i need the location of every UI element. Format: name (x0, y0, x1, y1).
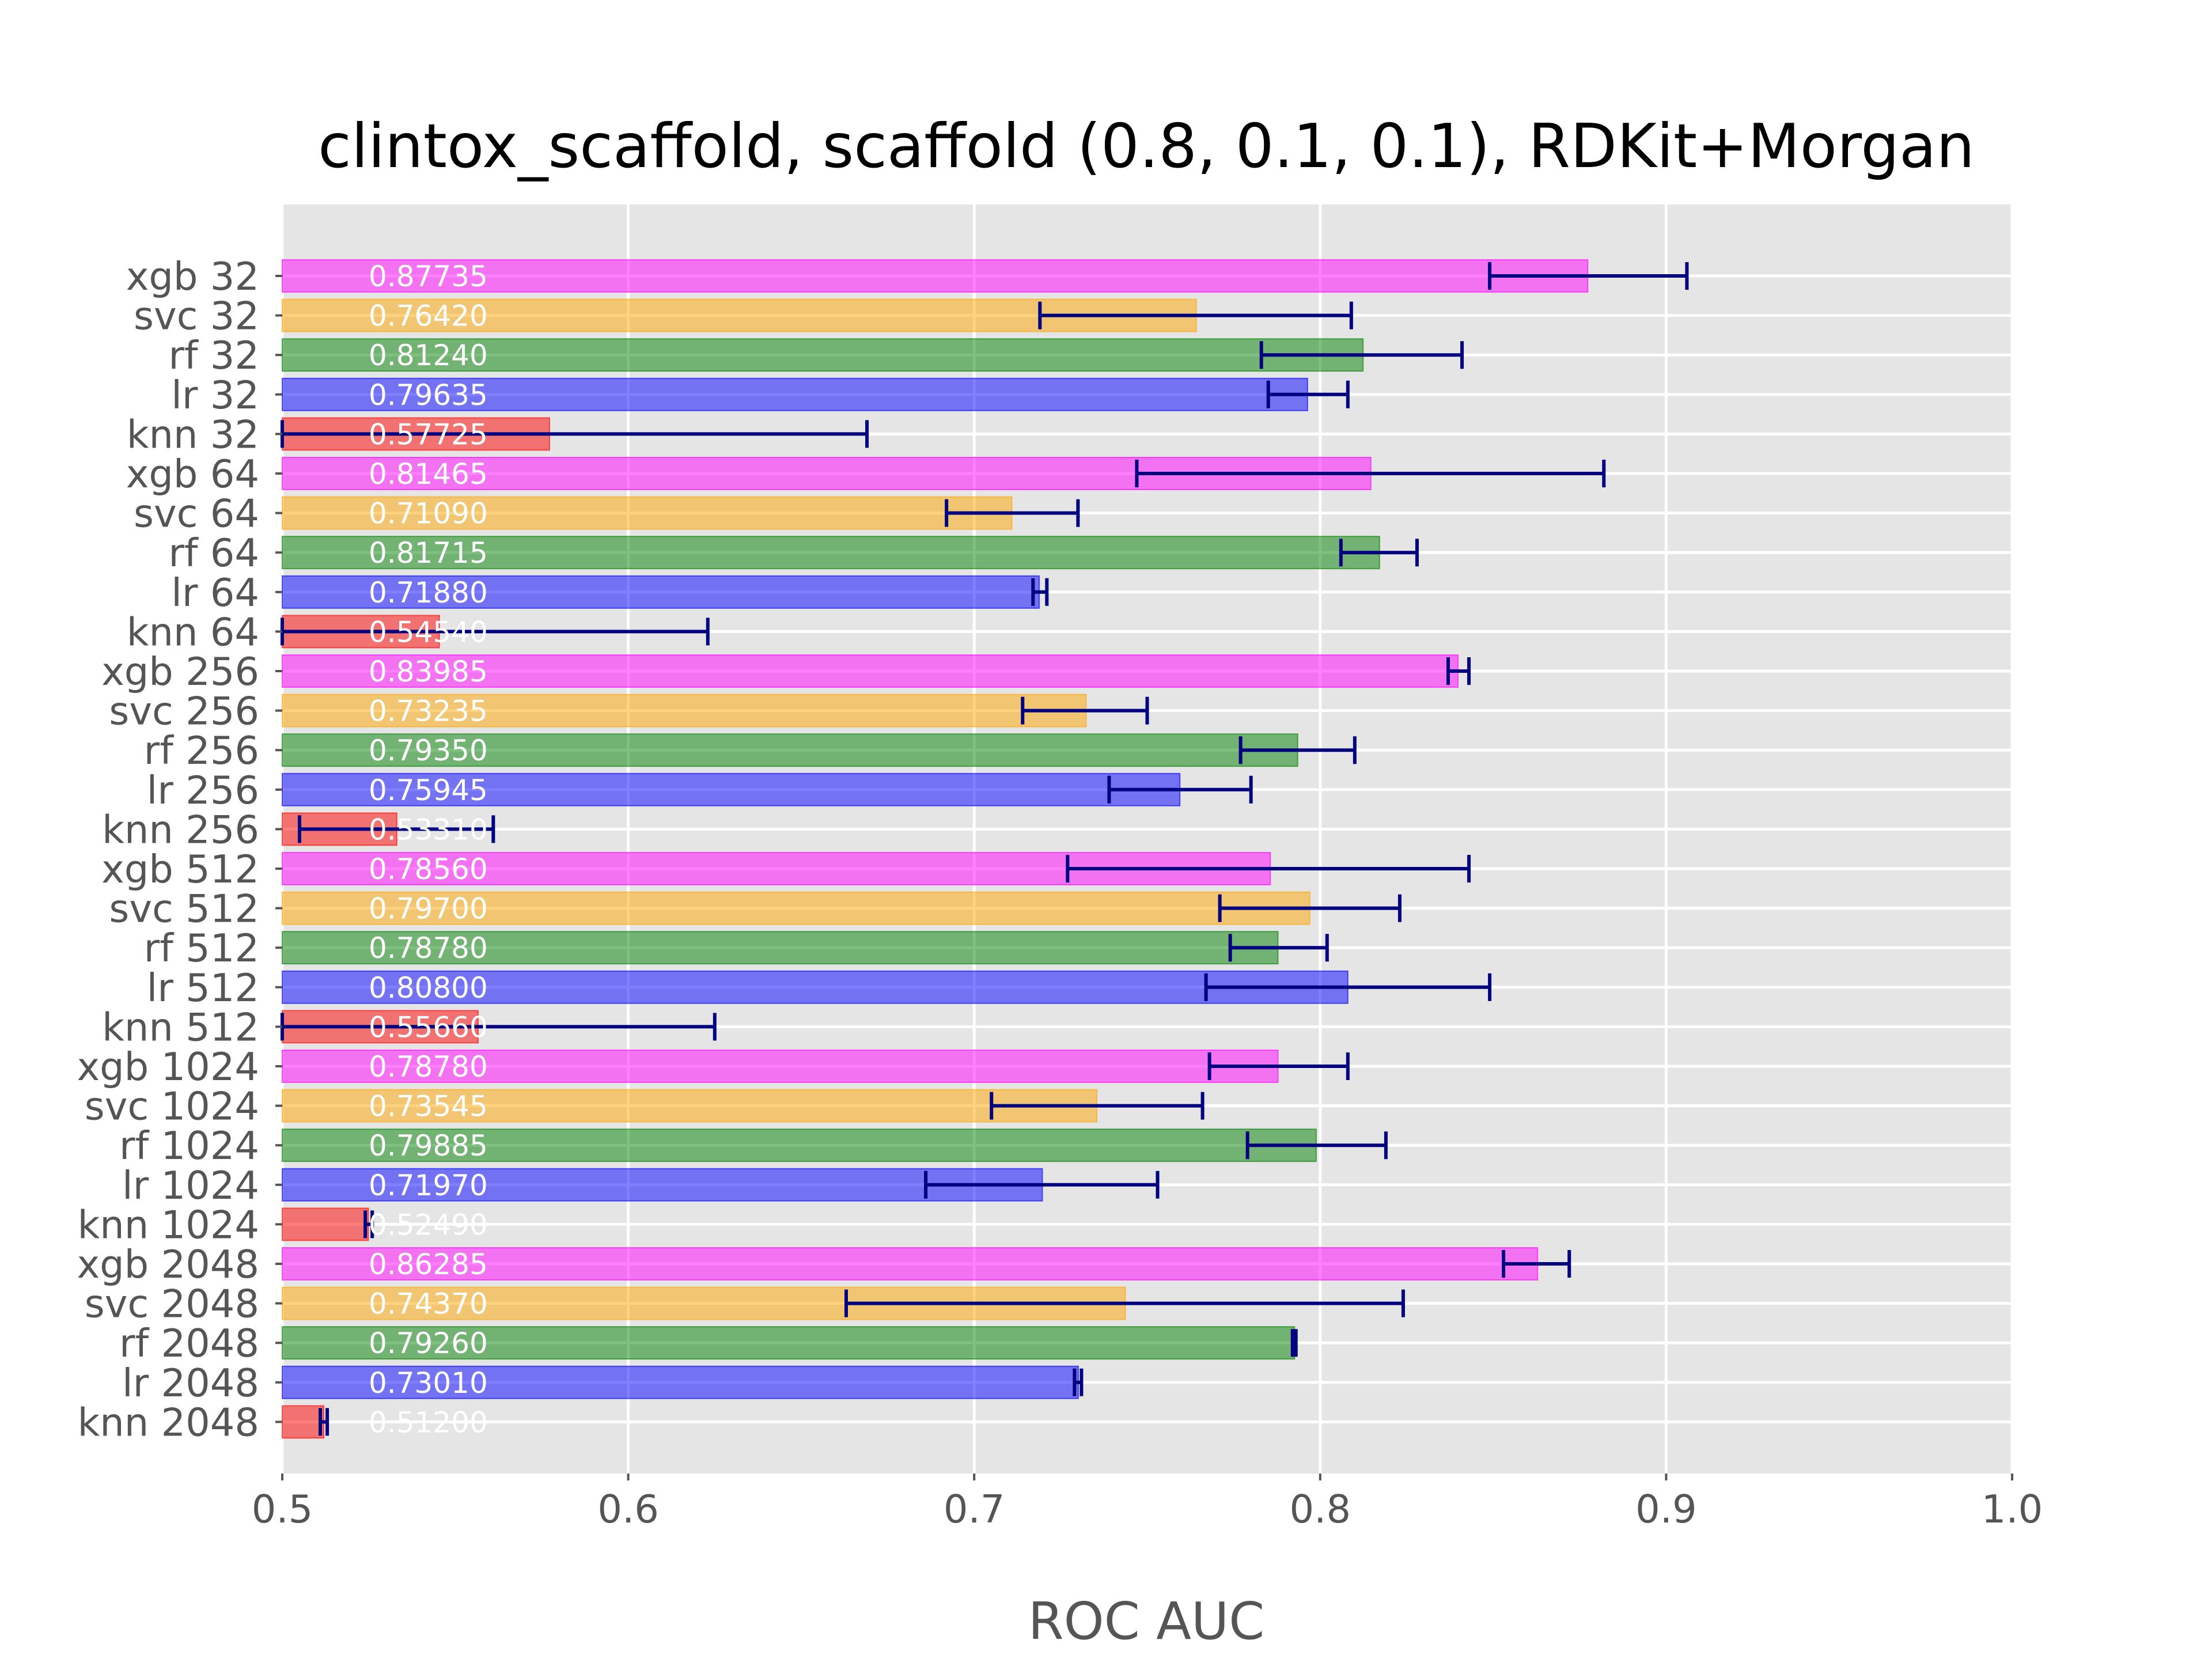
y-tick-label: rf 1024 (119, 1123, 259, 1168)
error-bars (281, 262, 1689, 1436)
bar-svc-64 (282, 496, 1013, 530)
data-label: 0.73545 (369, 1090, 488, 1123)
data-label: 0.78560 (369, 853, 488, 886)
y-tick-label: xgb 64 (126, 452, 259, 497)
bar-lr-1024 (282, 1168, 1043, 1202)
data-label: 0.81715 (369, 536, 488, 570)
x-tick-label: 0.8 (1290, 1487, 1351, 1532)
y-tick-label: svc 2048 (85, 1282, 259, 1327)
x-axis: 0.5 0.6 0.7 0.8 0.9 1.0 (252, 1474, 2043, 1532)
data-label: 0.55660 (369, 1010, 488, 1044)
y-tick-label: lr 512 (147, 965, 259, 1010)
bar-lr-32 (282, 377, 1308, 411)
data-label: 0.79635 (369, 378, 488, 412)
bar-lr-64 (282, 575, 1040, 609)
x-tick-label: 0.7 (944, 1487, 1005, 1532)
data-label: 0.71970 (369, 1169, 488, 1202)
y-tick-label: xgb 1024 (77, 1044, 259, 1089)
y-tick-label: rf 256 (144, 728, 259, 773)
data-label: 0.73010 (369, 1366, 488, 1400)
data-label: 0.86285 (369, 1248, 488, 1281)
y-tick-label: svc 512 (109, 887, 259, 931)
bar-xgb-2048 (282, 1247, 1539, 1281)
x-tick-label: 0.5 (252, 1487, 313, 1532)
y-tick-label: knn 256 (102, 807, 259, 852)
data-label: 0.54540 (369, 615, 488, 649)
bars (282, 259, 1589, 1439)
bar-rf-2048 (282, 1326, 1296, 1360)
y-tick-label: rf 64 (168, 531, 259, 575)
bar-xgb-1024 (282, 1050, 1279, 1083)
data-label: 0.78780 (369, 931, 488, 965)
data-label: 0.75945 (369, 774, 488, 807)
bar-rf-256 (282, 733, 1298, 767)
bar-knn-2048 (282, 1405, 325, 1439)
data-label: 0.83985 (369, 655, 488, 688)
bar-knn-1024 (282, 1207, 369, 1241)
data-label: 0.81465 (369, 457, 488, 491)
y-tick-label: lr 2048 (122, 1361, 259, 1406)
y-tick-label: knn 64 (127, 609, 259, 654)
bar-svc-1024 (282, 1089, 1098, 1123)
y-tick-label: lr 32 (171, 373, 259, 418)
data-label: 0.78780 (369, 1050, 488, 1084)
data-label: 0.52490 (369, 1208, 488, 1241)
bar-svc-32 (282, 298, 1197, 332)
y-tick-label: lr 64 (171, 570, 259, 615)
y-tick-label: knn 1024 (77, 1202, 259, 1247)
data-label: 0.79260 (369, 1327, 488, 1360)
y-tick-label: lr 1024 (122, 1163, 259, 1208)
x-tick-label: 0.6 (597, 1487, 659, 1532)
y-tick-label: xgb 32 (126, 254, 259, 299)
x-axis-label: ROC AUC (1028, 1591, 1265, 1651)
bar-svc-512 (282, 891, 1310, 925)
data-label: 0.51200 (369, 1406, 488, 1439)
bar-svc-256 (282, 694, 1087, 728)
data-label: 0.79885 (369, 1129, 488, 1162)
y-tick-label: svc 1024 (85, 1084, 259, 1129)
bar-rf-64 (282, 536, 1380, 570)
y-tick-label: xgb 2048 (77, 1242, 259, 1287)
chart-title: clintox_scaffold, scaffold (0.8, 0.1, 0.… (318, 111, 1975, 181)
data-label: 0.57725 (369, 418, 488, 451)
y-tick-label: rf 2048 (119, 1321, 259, 1366)
y-tick-label: knn 512 (102, 1005, 259, 1050)
data-label: 0.76420 (369, 300, 488, 333)
y-tick-label: svc 32 (134, 294, 259, 339)
data-label: 0.74370 (369, 1287, 488, 1321)
bar-lr-256 (282, 772, 1181, 806)
y-tick-label: xgb 256 (101, 649, 259, 694)
bar-lr-2048 (282, 1365, 1079, 1399)
y-tick-label: lr 256 (147, 768, 259, 813)
data-label: 0.71880 (369, 576, 488, 609)
y-tick-label: knn 2048 (77, 1400, 259, 1445)
data-label: 0.79700 (369, 892, 488, 926)
data-label: 0.73235 (369, 695, 488, 728)
x-tick-label: 0.9 (1635, 1487, 1697, 1532)
data-label: 0.81240 (369, 339, 488, 372)
y-tick-label: svc 64 (134, 491, 259, 536)
data-label: 0.53310 (369, 813, 488, 846)
y-tick-label: svc 256 (109, 689, 259, 734)
x-tick-label: 1.0 (1982, 1487, 2043, 1532)
data-label: 0.71090 (369, 497, 488, 531)
data-label: 0.80800 (369, 971, 488, 1005)
y-tick-label: knn 32 (127, 412, 259, 457)
y-tick-label: rf 32 (168, 333, 259, 378)
bar-rf-32 (282, 338, 1364, 372)
data-labels: 0.87735 0.76420 0.81240 0.79635 0.57725 0.814… (369, 260, 488, 1439)
y-tick-label: rf 512 (144, 926, 259, 971)
data-label: 0.79350 (369, 734, 488, 767)
y-tick-label: xgb 512 (101, 847, 259, 892)
data-label: 0.87735 (369, 260, 488, 293)
